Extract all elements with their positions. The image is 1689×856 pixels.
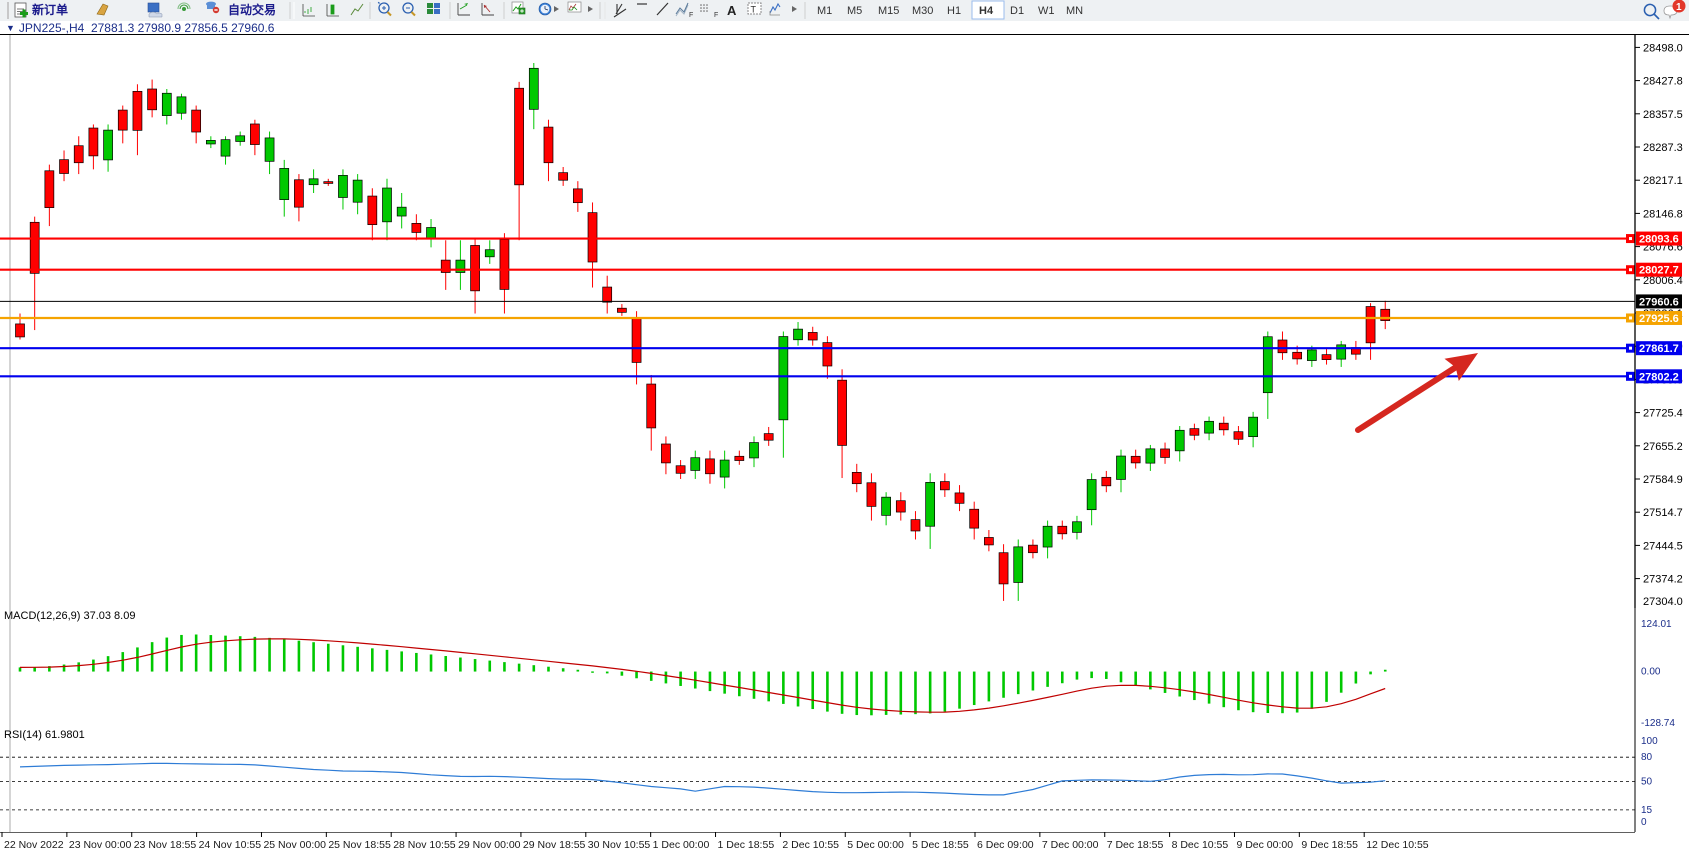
svg-text:28357.5: 28357.5 xyxy=(1643,109,1683,121)
svg-text:23 Nov 00:00: 23 Nov 00:00 xyxy=(69,839,132,851)
svg-text:24 Nov 10:55: 24 Nov 10:55 xyxy=(199,839,262,851)
svg-text:9 Dec 00:00: 9 Dec 00:00 xyxy=(1236,839,1293,851)
svg-text:0: 0 xyxy=(1641,817,1647,828)
svg-text:1: 1 xyxy=(1676,2,1682,13)
svg-text:8 Dec 10:55: 8 Dec 10:55 xyxy=(1172,839,1229,851)
svg-text:W1: W1 xyxy=(1038,5,1055,17)
svg-text:25 Nov 18:55: 25 Nov 18:55 xyxy=(328,839,391,851)
svg-text:27960.6: 27960.6 xyxy=(1639,296,1679,308)
svg-text:27861.7: 27861.7 xyxy=(1639,343,1679,355)
svg-text:28217.1: 28217.1 xyxy=(1643,175,1683,187)
svg-text:80: 80 xyxy=(1641,752,1653,763)
svg-text:H4: H4 xyxy=(979,5,994,17)
svg-text:5 Dec 00:00: 5 Dec 00:00 xyxy=(847,839,904,851)
svg-text:H1: H1 xyxy=(947,5,961,17)
svg-text:F: F xyxy=(689,12,693,19)
svg-text:7 Dec 18:55: 7 Dec 18:55 xyxy=(1107,839,1164,851)
svg-text:M5: M5 xyxy=(847,5,862,17)
svg-text:50: 50 xyxy=(1641,777,1653,788)
svg-text:1 Dec 18:55: 1 Dec 18:55 xyxy=(718,839,775,851)
svg-text:28146.8: 28146.8 xyxy=(1643,208,1683,220)
svg-text:D1: D1 xyxy=(1010,5,1024,17)
svg-text:2 Dec 10:55: 2 Dec 10:55 xyxy=(782,839,839,851)
svg-text:30 Nov 10:55: 30 Nov 10:55 xyxy=(588,839,651,851)
svg-text:22 Nov 2022: 22 Nov 2022 xyxy=(4,839,64,851)
svg-text:27514.7: 27514.7 xyxy=(1643,507,1683,519)
svg-text:27444.5: 27444.5 xyxy=(1643,540,1683,552)
svg-text:27925.6: 27925.6 xyxy=(1639,313,1679,325)
svg-text:F: F xyxy=(714,12,718,19)
svg-text:27374.2: 27374.2 xyxy=(1643,574,1683,586)
svg-text:28027.7: 28027.7 xyxy=(1639,265,1679,277)
svg-text:5 Dec 18:55: 5 Dec 18:55 xyxy=(912,839,969,851)
svg-text:MACD(12,26,9) 37.03 8.09: MACD(12,26,9) 37.03 8.09 xyxy=(4,610,135,622)
svg-text:M30: M30 xyxy=(912,5,933,17)
svg-text:28498.0: 28498.0 xyxy=(1643,42,1683,54)
svg-text:0.00: 0.00 xyxy=(1641,667,1661,678)
svg-text:28093.6: 28093.6 xyxy=(1639,234,1679,246)
svg-text:RSI(14) 61.9801: RSI(14) 61.9801 xyxy=(4,729,85,741)
svg-text:.: . xyxy=(35,3,38,17)
svg-text:MN: MN xyxy=(1066,5,1083,17)
svg-text:27304.0: 27304.0 xyxy=(1643,596,1683,608)
svg-text:自动交易: 自动交易 xyxy=(228,2,276,17)
svg-text:29 Nov 00:00: 29 Nov 00:00 xyxy=(458,839,521,851)
svg-text:15: 15 xyxy=(1641,805,1653,816)
svg-text:27584.9: 27584.9 xyxy=(1643,474,1683,486)
svg-text:T: T xyxy=(751,5,757,15)
svg-text:27655.2: 27655.2 xyxy=(1643,441,1683,453)
svg-text:100: 100 xyxy=(1641,736,1658,747)
svg-text:28 Nov 10:55: 28 Nov 10:55 xyxy=(393,839,456,851)
svg-text:M15: M15 xyxy=(878,5,899,17)
svg-text:9 Dec 18:55: 9 Dec 18:55 xyxy=(1301,839,1358,851)
svg-text:M1: M1 xyxy=(817,5,832,17)
svg-text:6 Dec 09:00: 6 Dec 09:00 xyxy=(977,839,1034,851)
svg-text:28287.3: 28287.3 xyxy=(1643,142,1683,154)
svg-text:7 Dec 00:00: 7 Dec 00:00 xyxy=(1042,839,1099,851)
svg-text:1 Dec 00:00: 1 Dec 00:00 xyxy=(653,839,710,851)
svg-text:23 Nov 18:55: 23 Nov 18:55 xyxy=(134,839,197,851)
svg-text:27802.2: 27802.2 xyxy=(1639,371,1679,383)
svg-text:12 Dec 10:55: 12 Dec 10:55 xyxy=(1366,839,1429,851)
svg-text:25 Nov 00:00: 25 Nov 00:00 xyxy=(263,839,326,851)
svg-text:-128.74: -128.74 xyxy=(1641,718,1675,727)
svg-text:28427.8: 28427.8 xyxy=(1643,76,1683,88)
svg-text:124.01: 124.01 xyxy=(1641,619,1672,630)
svg-text:29 Nov 18:55: 29 Nov 18:55 xyxy=(523,839,586,851)
svg-text:A: A xyxy=(727,3,737,18)
svg-text:27725.4: 27725.4 xyxy=(1643,408,1683,420)
